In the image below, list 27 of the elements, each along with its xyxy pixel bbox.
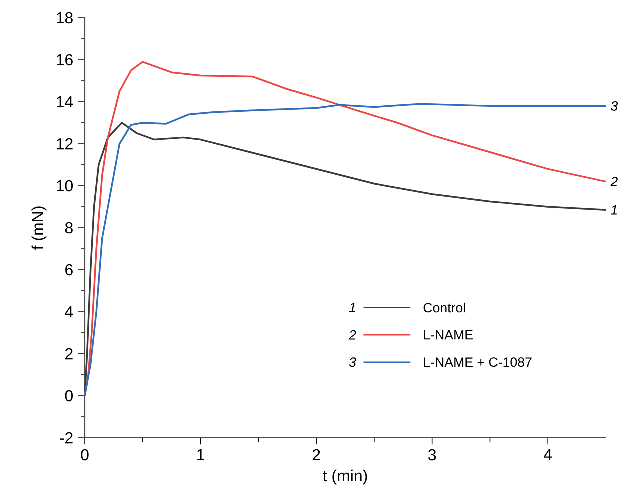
text: 2 — [610, 177, 618, 186]
legend-label: L-NAME + C-1087 — [424, 358, 532, 368]
y-tick-label: 16 — [57, 54, 73, 66]
legend-label: L-NAME — [424, 330, 473, 340]
text: 3 — [611, 101, 618, 111]
y-tick-label: 2 — [66, 348, 73, 360]
text: 1 — [611, 206, 618, 215]
y-tick-label: 8 — [65, 222, 73, 234]
annotation: 3 — [349, 358, 356, 368]
y-tick-label: 0 — [65, 390, 74, 402]
y-axis-title: f (mN) — [32, 206, 47, 250]
annotation: 2 — [348, 330, 356, 340]
y-tick-label: 10 — [57, 180, 74, 192]
x-tick-label: 3 — [428, 449, 436, 461]
y-tick-label: 12 — [57, 138, 73, 150]
legend-label: Control — [424, 302, 466, 313]
y-tick-label: 14 — [57, 96, 74, 108]
x-tick-label: 2 — [312, 449, 320, 461]
y-tick-label: -2 — [60, 432, 73, 444]
annotation: 1 — [349, 303, 356, 312]
y-tick-label: 18 — [57, 12, 73, 24]
x-tick-label: 1 — [198, 449, 204, 460]
y-tick-label: 6 — [66, 264, 73, 276]
x-axis-title: t (min) — [323, 470, 368, 485]
x-tick-label: 0 — [81, 449, 89, 461]
y-tick-label: 4 — [65, 306, 74, 318]
x-tick-label: 4 — [544, 449, 552, 460]
